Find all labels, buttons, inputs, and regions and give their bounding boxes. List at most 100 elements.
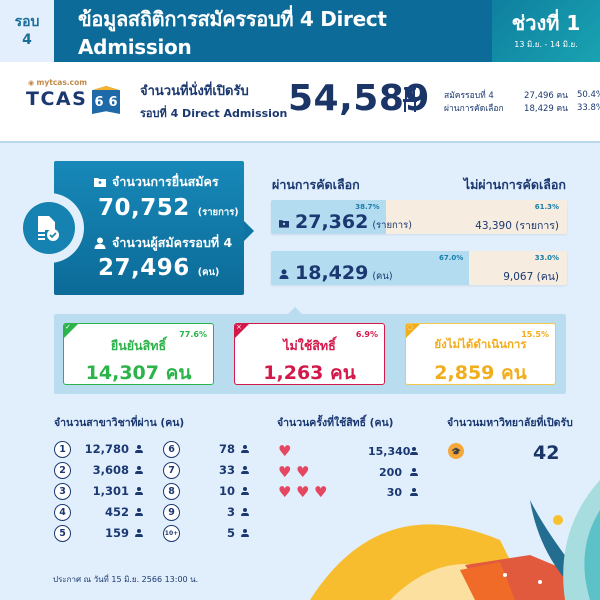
majors-title: จำนวนสาขาวิชาที่ผ่าน (คน) — [54, 417, 185, 429]
phase-date-range: 13 มิ.ย. - 14 มิ.ย. — [514, 40, 578, 49]
person-icon — [410, 487, 418, 497]
heart-check-icon: ♥ — [278, 462, 292, 481]
fail-value: 43,390 (รายการ) — [475, 220, 559, 232]
heart-check-icon: ♥ — [296, 462, 310, 481]
major-value: 12,780 — [84, 442, 129, 456]
heart-check-icon: ♥ — [296, 482, 310, 501]
rank-circle: 1 — [54, 440, 71, 458]
folder-icon — [94, 178, 106, 187]
heart-check-icon: ♥ — [278, 482, 292, 501]
usage-title: จำนวนครั้งที่ใช้สิทธิ์ (คน) — [277, 417, 394, 429]
person-icon — [135, 444, 143, 454]
pending-icon — [406, 324, 420, 338]
document-check-icon — [38, 216, 59, 241]
major-value: 3,608 — [92, 463, 129, 477]
confirmed-rights-card: ✓ ยืนยันสิทธิ์ 77.6% 14,307 คน — [63, 323, 214, 385]
fail-header: ไม่ผ่านการคัดเลือก — [463, 177, 566, 192]
rank-circle: 6 — [163, 440, 180, 458]
rights-label: ยืนยันสิทธิ์ — [110, 338, 167, 353]
rights-pct: 15.5% — [521, 330, 549, 339]
stat-value: 27,496 คน — [524, 90, 568, 101]
declined-rights-card: × ไม่ใช้สิทธิ์ 6.9% 1,263 คน — [234, 323, 385, 385]
rank-circle: 3 — [54, 482, 71, 500]
usage-row: ♥ 15,340 — [278, 441, 418, 461]
major-value: 1,301 — [92, 484, 129, 498]
fail-pct: 61.3% — [534, 203, 559, 211]
stat-pct: 33.8% — [576, 102, 600, 113]
rights-value: 2,859 คน — [434, 362, 527, 384]
rights-label: ยังไม่ได้ดำเนินการ — [434, 337, 527, 351]
rights-pct: 6.9% — [355, 330, 378, 339]
seats-stat-row: ผ่านการคัดเลือก 18,429 คน 33.8% — [444, 101, 600, 114]
major-row: 3 1,301 — [54, 482, 143, 500]
phase-badge: ช่วงที่ 1 13 มิ.ย. - 14 มิ.ย. — [492, 0, 600, 62]
applicants-value-row: 27,496 (คน) — [98, 255, 219, 281]
pass-pct: 67.0% — [439, 254, 464, 262]
pass-value: 27,362 — [295, 211, 369, 233]
rank-circle: 5 — [54, 524, 71, 542]
book-icon: 6 6 — [92, 86, 120, 114]
check-icon — [64, 324, 78, 338]
major-value: 10 — [218, 484, 235, 498]
pass-segment: 67.0% — [271, 251, 470, 285]
person-icon — [135, 528, 143, 538]
person-icon — [241, 528, 249, 538]
person-icon — [94, 237, 106, 249]
applicants-value: 27,496 — [98, 255, 190, 281]
major-row: 5 159 — [54, 524, 143, 542]
applications-card — [54, 161, 254, 295]
heart-check-icon: ♥ — [314, 482, 328, 501]
hearts: ♥ ♥ ♥ — [278, 482, 368, 501]
x-glyph: × — [236, 323, 242, 331]
rank-circle: 7 — [163, 461, 180, 479]
rank-circle: 2 — [54, 461, 71, 479]
applications-pass-bar: 38.7% 61.3% 27,362 (รายการ) 43,390 (รายก… — [271, 200, 567, 234]
tcas-logo: mytcas.com TCAS 6 6 — [24, 78, 124, 122]
seats-stats: สมัครรอบที่ 4 27,496 คน 50.4% ผ่านการคัด… — [444, 88, 600, 114]
rank-circle: 10+ — [163, 524, 180, 542]
major-row: 4 452 — [54, 503, 143, 521]
pending-glyph: ◌ — [407, 323, 414, 331]
usage-row: ♥ ♥ 200 — [278, 462, 418, 482]
major-value: 159 — [104, 526, 129, 540]
pass-segment: 38.7% — [271, 200, 386, 234]
pass-header: ผ่านการคัดเลือก — [272, 177, 360, 192]
person-icon — [241, 507, 249, 517]
rights-label: ไม่ใช้สิทธิ์ — [283, 338, 336, 353]
applications-unit: (รายการ) — [197, 207, 239, 218]
major-row: 8 10 — [163, 482, 249, 500]
applicants-label-row: จำนวนผู้สมัครรอบที่ 4 — [94, 233, 232, 253]
stat-label: สมัครรอบที่ 4 — [444, 90, 494, 101]
rank-circle: 4 — [54, 503, 71, 521]
person-icon — [241, 444, 249, 454]
rights-pct: 77.6% — [179, 330, 207, 339]
heart-check-icon: ♥ — [278, 441, 292, 460]
fail-value: 9,067 (คน) — [503, 271, 559, 283]
major-row: 2 3,608 — [54, 461, 143, 479]
graduation-cap-icon: 🎓 — [448, 443, 464, 459]
hearts: ♥ — [278, 441, 368, 460]
folder-icon — [279, 220, 289, 228]
applications-value-row: 70,752 (รายการ) — [98, 195, 239, 221]
logo-year-b: 6 — [108, 94, 118, 110]
x-icon — [235, 324, 249, 338]
applicants-label: จำนวนผู้สมัครรอบที่ 4 — [112, 235, 233, 250]
phase-label: ช่วงที่ 1 — [511, 11, 581, 35]
applicants-unit: (คน) — [197, 267, 220, 278]
pass-pct: 38.7% — [355, 203, 380, 211]
person-icon — [241, 486, 249, 496]
major-row: 6 78 — [163, 440, 249, 458]
rank-circle: 8 — [163, 482, 180, 500]
major-row: 10+ 5 — [163, 524, 249, 542]
round-label: รอบ — [14, 14, 40, 30]
person-icon — [241, 465, 249, 475]
applications-label-row: จำนวนการยื่นสมัคร — [94, 172, 219, 192]
rights-panel: ✓ ยืนยันสิทธิ์ 77.6% 14,307 คน × ไม่ใช้ส… — [54, 307, 566, 394]
universities-value: 42 — [533, 442, 560, 464]
logo-site: mytcas.com — [28, 78, 88, 87]
person-icon — [135, 507, 143, 517]
pass-unit: (คน) — [372, 271, 393, 282]
document-badge — [14, 193, 84, 263]
major-row: 1 12,780 — [54, 440, 143, 458]
